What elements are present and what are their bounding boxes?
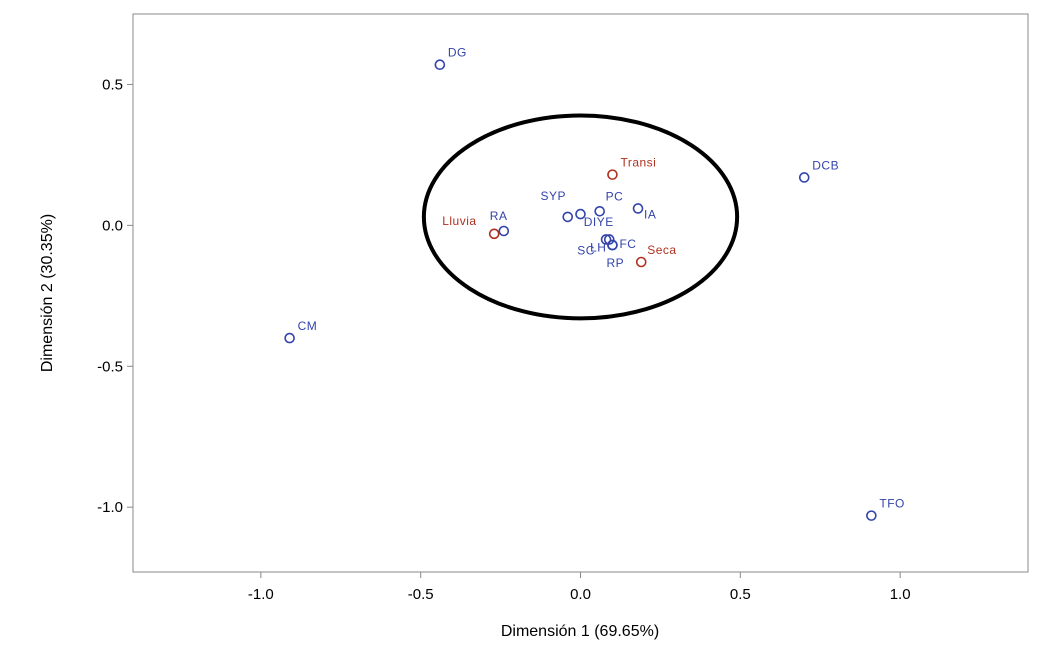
point-label: LH <box>590 240 606 254</box>
point-marker <box>607 169 618 180</box>
point-marker <box>607 239 618 251</box>
point-marker <box>562 211 574 223</box>
point-marker <box>594 205 605 217</box>
y-axis: 0.5 0.0 -0.5 -1.0 <box>97 76 133 516</box>
point-marker <box>632 203 644 214</box>
point-label: Seca <box>647 243 676 257</box>
point-label: SYP <box>541 189 567 203</box>
point-label: DCB <box>812 158 839 172</box>
x-tick-label: -1.0 <box>248 586 274 603</box>
point-marker <box>600 234 612 245</box>
point-label: CM <box>298 319 318 333</box>
point-label: Lluvia <box>442 214 476 228</box>
point-label: SC <box>577 243 595 257</box>
x-axis-title: Dimensión 1 (69.65%) <box>501 623 659 640</box>
point-label: PC <box>606 189 624 203</box>
y-tick-label: 0.0 <box>102 217 123 234</box>
point-marker <box>488 228 500 240</box>
point-marker <box>635 256 647 268</box>
x-tick-label: -0.5 <box>408 586 434 603</box>
x-tick-label: 0.5 <box>730 586 751 603</box>
point-label: TFO <box>879 497 905 511</box>
point-marker <box>798 172 810 183</box>
point-label: FC <box>619 237 636 251</box>
x-tick-label: 0.0 <box>570 586 591 603</box>
point-marker <box>866 510 877 521</box>
point-marker <box>498 225 510 237</box>
x-axis: -1.0 -0.5 0.0 0.5 1.0 <box>248 572 911 603</box>
plot-frame <box>132 13 1029 573</box>
point-marker <box>575 208 586 220</box>
points-layer: DG DCB CM TFO RA DIYE SYP PC IA LH FC SC RP Transi Llu… <box>284 46 905 521</box>
point-label: RP <box>606 256 624 270</box>
point-marker <box>434 59 446 71</box>
highlight-ellipse <box>421 113 740 321</box>
point-label: RA <box>490 209 508 223</box>
y-axis-title: Dimensión 2 (30.35%) <box>39 214 56 372</box>
point-marker <box>284 332 295 344</box>
point-label: Transi <box>620 156 656 170</box>
point-label: DIYE <box>584 215 614 229</box>
x-tick-label: 1.0 <box>890 586 911 603</box>
point-label: DG <box>448 46 467 60</box>
y-tick-label: 0.5 <box>102 76 123 93</box>
point-label: IA <box>644 207 656 221</box>
y-tick-label: -0.5 <box>97 358 123 375</box>
point-marker <box>603 234 615 245</box>
y-tick-label: -1.0 <box>97 499 123 516</box>
annotation-layer <box>421 113 740 321</box>
